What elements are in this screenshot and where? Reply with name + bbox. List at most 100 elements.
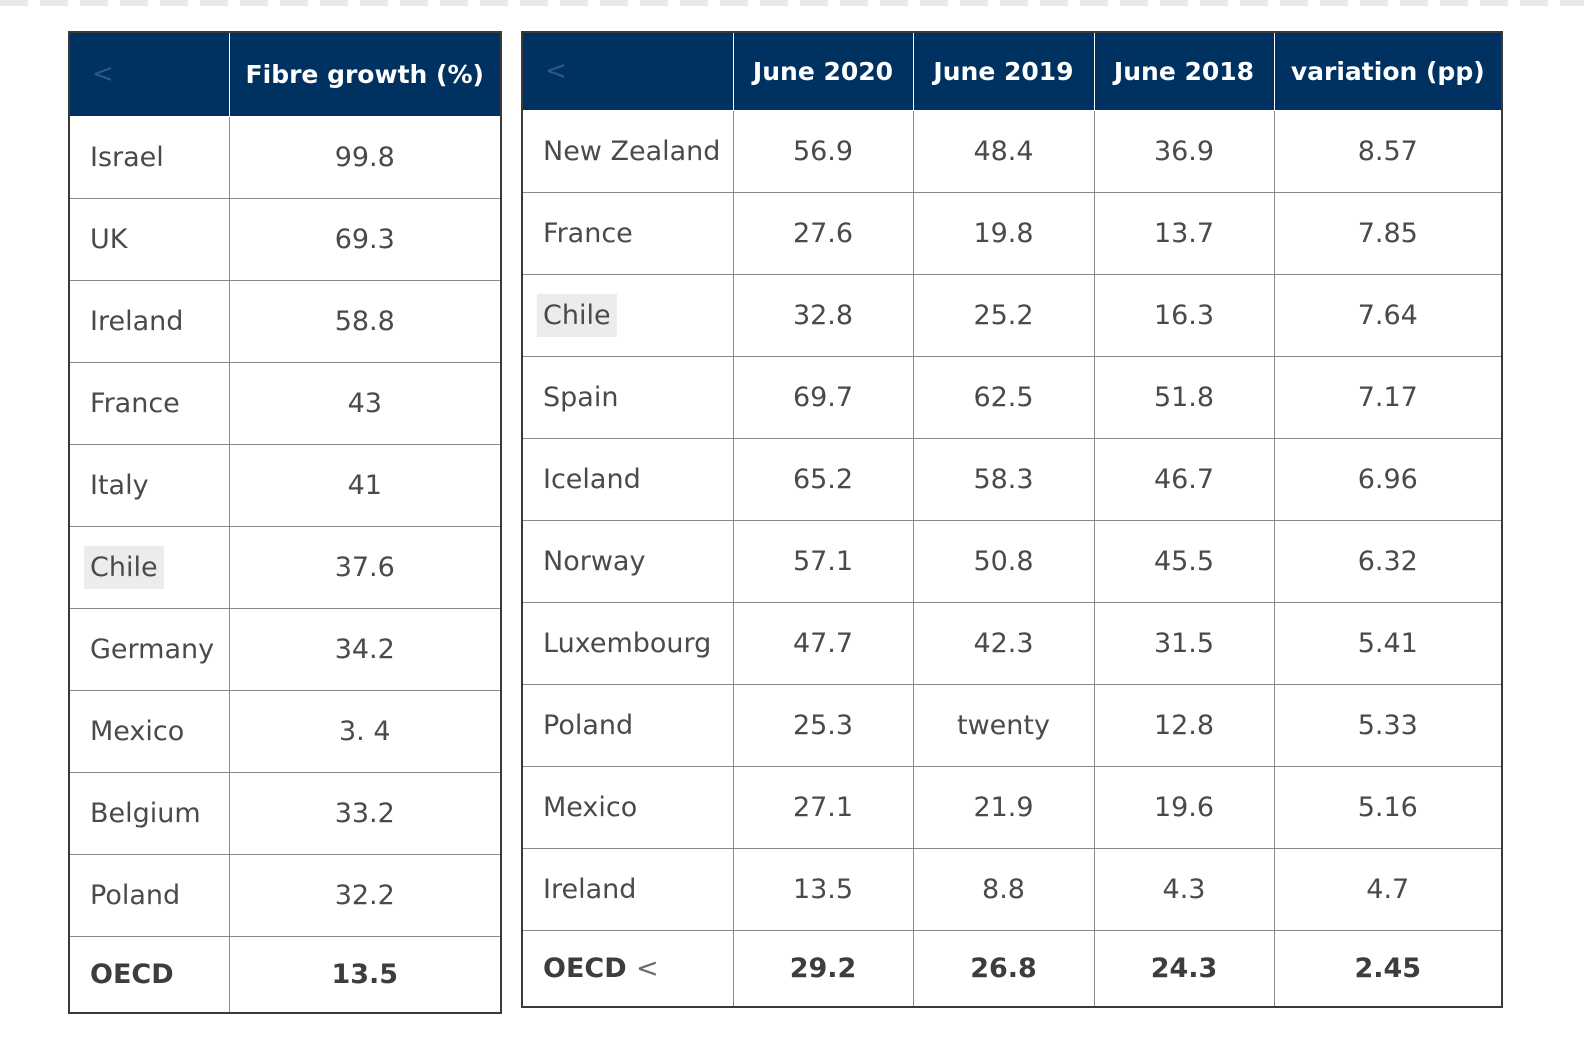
table-row: Belgium 33.2 [68,771,502,855]
country-cell: Chile [68,525,230,609]
value-cell: 5.16 [1273,765,1503,849]
total-row: OECD 13.5 [68,935,502,1014]
value-cell: 45.5 [1093,519,1275,603]
fibre-growth-table: < Fibre growth (%) Israel 99.8 UK 69.3 Irela… [68,31,502,1014]
country-cell: France [68,361,230,445]
value-cell: 19.6 [1093,765,1275,849]
table-row: Ireland 13.5 8.8 4.3 4.7 [521,847,1503,931]
sort-corner-toggle[interactable]: < [521,31,734,111]
table-row: Mexico 3. 4 [68,689,502,773]
country-name: Ireland [543,873,637,905]
country-name: Chile [84,545,164,589]
country-name: Germany [90,633,215,665]
country-cell: UK [68,197,230,281]
country-name: Mexico [90,715,185,747]
value-cell: 8.57 [1273,109,1503,193]
country-cell: France [521,191,734,275]
value-cell: 13.7 [1093,191,1275,275]
value-cell: 7.64 [1273,273,1503,357]
value-cell: 46.7 [1093,437,1275,521]
column-header-june-2019[interactable]: June 2019 [912,31,1095,111]
country-name: Ireland [90,305,184,337]
table-row: Israel 99.8 [68,115,502,199]
country-cell: Belgium [68,771,230,855]
value-cell: 21.9 [912,765,1095,849]
total-value: 13.5 [228,935,502,1014]
country-name: UK [90,223,128,255]
table-row: Mexico 27.1 21.9 19.6 5.16 [521,765,1503,849]
value-cell: 3. 4 [228,689,502,773]
value-cell: 25.2 [912,273,1095,357]
country-name: Mexico [543,791,638,823]
column-header-variation[interactable]: variation (pp) [1273,31,1503,111]
table-row: Ireland 58.8 [68,279,502,363]
country-cell: Poland [68,853,230,937]
sort-corner-toggle[interactable]: < [68,31,230,117]
column-header-june-2018[interactable]: June 2018 [1093,31,1275,111]
value-cell: 34.2 [228,607,502,691]
country-cell: Ireland [521,847,734,931]
country-cell: Iceland [521,437,734,521]
column-header-fibre-growth[interactable]: Fibre growth (%) [228,31,502,117]
value-cell: 13.5 [732,847,914,931]
value-cell: 5.33 [1273,683,1503,767]
value-cell: 8.8 [912,847,1095,931]
table-row: Norway 57.1 50.8 45.5 6.32 [521,519,1503,603]
value-cell: 31.5 [1093,601,1275,685]
country-cell: Germany [68,607,230,691]
value-cell: 27.6 [732,191,914,275]
value-cell: 4.7 [1273,847,1503,931]
table-row: Luxembourg 47.7 42.3 31.5 5.41 [521,601,1503,685]
table-row: UK 69.3 [68,197,502,281]
total-value: 29.2 [732,929,914,1008]
value-cell: 6.96 [1273,437,1503,521]
total-value: 26.8 [912,929,1095,1008]
value-cell: 19.8 [912,191,1095,275]
country-name: Poland [90,879,181,911]
value-cell: 65.2 [732,437,914,521]
country-cell: Luxembourg [521,601,734,685]
table-row: Iceland 65.2 58.3 46.7 6.96 [521,437,1503,521]
value-cell: 4.3 [1093,847,1275,931]
country-name: New Zealand [543,135,721,167]
value-cell: 36.9 [1093,109,1275,193]
table-row: Chile 37.6 [68,525,502,609]
value-cell: 62.5 [912,355,1095,439]
country-name: France [543,217,633,249]
country-name: France [90,387,180,419]
total-label-cell: OECD < [521,929,734,1008]
value-cell: 56.9 [732,109,914,193]
table-row: Poland 25.3 twenty 12.8 5.33 [521,683,1503,767]
value-cell: 25.3 [732,683,914,767]
value-cell: 7.17 [1273,355,1503,439]
country-cell: Norway [521,519,734,603]
value-cell: 50.8 [912,519,1095,603]
country-name: Israel [90,141,164,173]
country-name: Spain [543,381,619,413]
country-name: Poland [543,709,634,741]
total-value: 2.45 [1273,929,1503,1008]
value-cell: 57.1 [732,519,914,603]
total-value: 24.3 [1093,929,1275,1008]
value-cell: 5.41 [1273,601,1503,685]
table-row: France 43 [68,361,502,445]
country-name: Norway [543,545,646,577]
top-dashed-divider [0,0,1584,6]
value-cell: 32.2 [228,853,502,937]
column-header-june-2020[interactable]: June 2020 [732,31,914,111]
value-cell: 48.4 [912,109,1095,193]
value-cell: twenty [912,683,1095,767]
value-cell: 69.3 [228,197,502,281]
country-name: Italy [90,469,149,501]
value-cell: 51.8 [1093,355,1275,439]
table-row: Spain 69.7 62.5 51.8 7.17 [521,355,1503,439]
value-cell: 32.8 [732,273,914,357]
value-cell: 27.1 [732,765,914,849]
table-row: New Zealand 56.9 48.4 36.9 8.57 [521,109,1503,193]
value-cell: 41 [228,443,502,527]
country-cell: Ireland [68,279,230,363]
value-cell: 6.32 [1273,519,1503,603]
sort-marker-icon[interactable]: < [636,952,659,984]
total-label: OECD [543,952,627,984]
country-name: Chile [537,293,617,337]
